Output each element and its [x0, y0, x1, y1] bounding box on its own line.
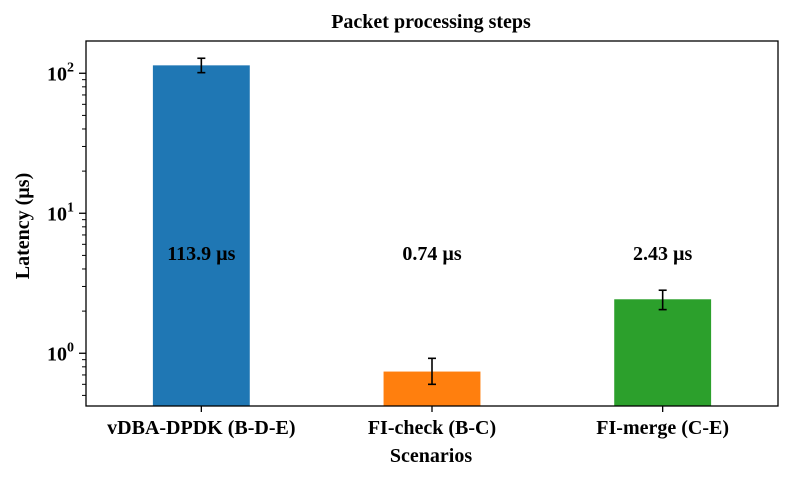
bar-3	[614, 299, 712, 406]
y-axis-ticks: 100 101 102	[47, 60, 86, 396]
x-tick-label: FI-merge (C-E)	[596, 417, 729, 439]
y-tick-label: 100	[47, 340, 74, 365]
error-bar-3	[658, 289, 667, 311]
y-axis-label: Latency (µs)	[12, 173, 34, 280]
y-tick-label: 101	[47, 200, 74, 225]
error-bar-1	[197, 57, 206, 74]
x-tick-label: FI-check (B-C)	[368, 417, 496, 439]
data-label-1: 113.9 µs	[167, 243, 235, 265]
error-bar-2	[428, 357, 436, 386]
chart-title: Packet processing steps	[331, 11, 531, 33]
x-tick-label: vDBA-DPDK (B-D-E)	[107, 417, 295, 439]
bar-1	[152, 65, 250, 406]
y-tick-label: 102	[47, 60, 74, 85]
data-label-2: 0.74 µs	[402, 243, 462, 265]
data-label-3: 2.43 µs	[633, 243, 693, 265]
chart-marks: 113.9 µs 0.74 µs 2.43 µs	[152, 57, 712, 406]
x-axis-ticks: vDBA-DPDK (B-D-E) FI-check (B-C) FI-merge …	[107, 406, 729, 439]
x-axis-label: Scenarios	[390, 445, 472, 467]
